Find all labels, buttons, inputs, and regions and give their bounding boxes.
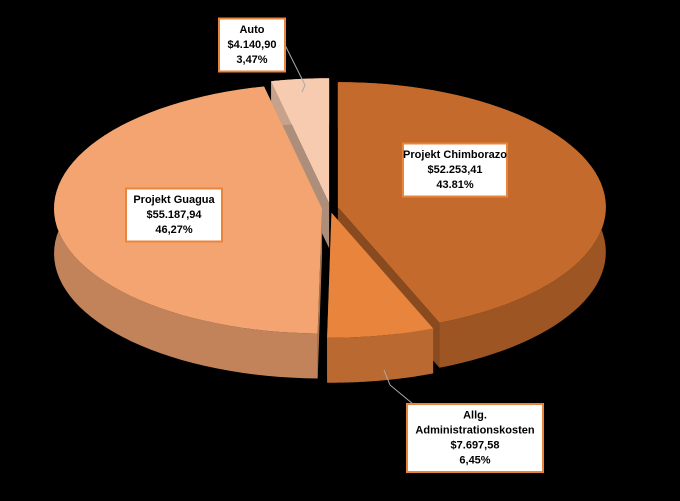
- label-percent: 43.81%: [436, 179, 474, 191]
- data-label: Projekt Chimborazo $52.253,41 43.81%: [402, 142, 508, 198]
- label-percent: 46,27%: [155, 224, 193, 236]
- label-box: [402, 142, 508, 198]
- label-category-line: Administrationskosten: [415, 424, 534, 436]
- label-category: Projekt Chimborazo: [403, 149, 507, 161]
- wedge-wall: [327, 328, 434, 383]
- label-box: [125, 187, 223, 243]
- data-label: Auto $4.140,90 3,47%: [218, 17, 306, 93]
- label-amount: $4.140,90: [228, 39, 277, 51]
- wedge: [327, 212, 434, 383]
- leader-line: [284, 44, 306, 93]
- wedge-top: [327, 212, 434, 338]
- label-amount: $7.697,58: [451, 439, 500, 451]
- wedge-top: [337, 82, 606, 323]
- label-category: Projekt Guagua: [133, 194, 215, 206]
- label-box: [406, 403, 544, 473]
- label-amount: $55.187,94: [146, 209, 202, 221]
- label-amount: $52.253,41: [427, 164, 482, 176]
- wedge-top: [271, 78, 330, 204]
- data-label: Projekt Guagua $55.187,94 46,27%: [125, 187, 223, 243]
- leader-line: [383, 369, 414, 405]
- label-box: [218, 17, 286, 73]
- data-label: Allg. Administrationskosten$7.697,586,45%: [383, 369, 544, 473]
- label-category: Auto: [239, 24, 264, 36]
- label-percent: 3,47%: [236, 54, 267, 66]
- label-percent: 6,45%: [459, 454, 490, 466]
